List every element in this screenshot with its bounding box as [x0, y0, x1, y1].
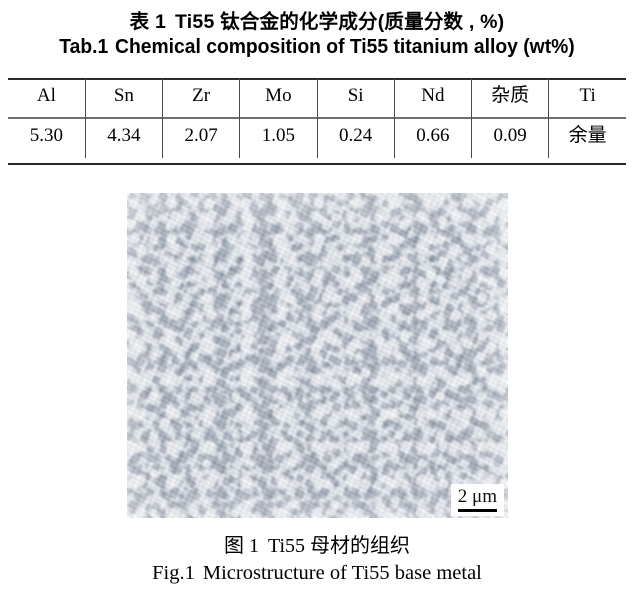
- column-header-si: Si: [316, 78, 395, 114]
- table-rule-bottom: [8, 163, 626, 165]
- scale-bar-line: [457, 509, 497, 512]
- cell-al: 5.30: [29, 125, 63, 146]
- cell-impurity: 0.09: [470, 114, 549, 158]
- table-title-chinese-label: 表 1: [129, 11, 167, 33]
- cell-mo: 1.05: [239, 114, 317, 158]
- table-title-english-text: Chemical composition of Ti55 titanium al…: [115, 36, 575, 58]
- figure-caption-english-label: Fig.1: [152, 562, 195, 584]
- column-header-al: Al: [36, 85, 56, 106]
- composition-table-container: Al Sn Zr Mo Si Nd 杂质 Ti 5.30 4.34 2.07 1…: [8, 78, 626, 158]
- table-title-english: Tab.1 Chemical composition of Ti55 titani…: [11, 36, 623, 59]
- micrograph-figure: 2 μm: [127, 193, 508, 518]
- cell-ti: 余量: [548, 114, 626, 158]
- scale-bar-label: 2 μm: [457, 486, 497, 507]
- table-title-chinese: 表 1 Ti55 钛合金的化学成分(质量分数 , %): [0, 5, 634, 34]
- figure-caption-chinese: 图 1 Ti55 母材的组织: [0, 529, 634, 558]
- column-header-nd: Nd: [393, 78, 472, 114]
- micrograph-image: [127, 193, 508, 518]
- column-header-zr: Zr: [161, 78, 240, 114]
- table-header-row: Al Sn Zr Mo Si Nd 杂质 Ti: [8, 78, 626, 114]
- micrograph-blur-overlay: [127, 193, 508, 518]
- column-header-mo: Mo: [239, 78, 317, 114]
- composition-table: Al Sn Zr Mo Si Nd 杂质 Ti 5.30 4.34 2.07 1…: [8, 78, 626, 158]
- column-header-ti: Ti: [548, 78, 626, 114]
- cell-sn: 4.34: [84, 114, 163, 158]
- table-row: 5.30 4.34 2.07 1.05 0.24 0.66 0.09 余量: [8, 114, 626, 158]
- table-title-english-label: Tab.1: [59, 36, 109, 58]
- figure-caption-english-text: Microstructure of Ti55 base metal: [202, 562, 482, 584]
- figure-caption-chinese-text: Ti55 母材的组织: [267, 535, 411, 557]
- column-header-impurity: 杂质: [470, 78, 549, 114]
- figure-caption-english: Fig.1 Microstructure of Ti55 base metal: [0, 562, 634, 585]
- micrograph-edge-vignette: [127, 193, 508, 518]
- cell-nd: 0.66: [393, 114, 472, 158]
- column-header-sn: Sn: [84, 78, 163, 114]
- table-title-chinese-text: Ti55 钛合金的化学成分(质量分数 , %): [175, 11, 505, 33]
- scale-bar: 2 μm: [450, 484, 504, 516]
- cell-si: 0.24: [316, 114, 395, 158]
- cell-zr: 2.07: [161, 114, 240, 158]
- figure-caption-chinese-label: 图 1: [223, 535, 259, 557]
